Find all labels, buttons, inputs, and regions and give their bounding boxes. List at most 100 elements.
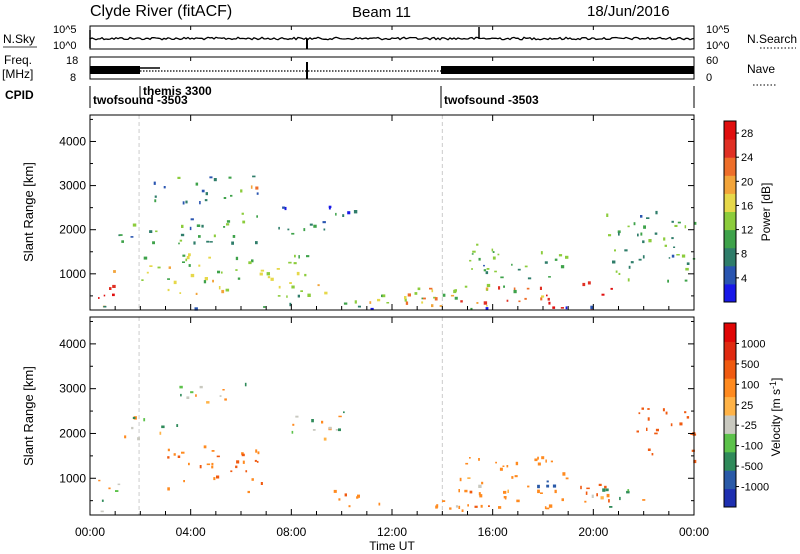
echo-cell [211,450,215,452]
colorbar-tick-label: -500 [741,461,763,473]
echo-cell [681,254,686,258]
echo-cell [321,420,324,424]
echo-cell [235,256,239,261]
colorbar-tick-label: 25 [741,400,753,412]
cpid-segment-2: themis 3300 [143,84,212,98]
echo-cell [554,258,558,261]
echo-cell [342,214,345,217]
echo-cell [255,241,258,245]
colorbar-tick-label: 28 [741,128,753,140]
echo-cell [655,428,659,432]
echo-cell [461,509,464,512]
xtick-label: 12:00 [377,525,407,539]
echo-cell [691,449,695,452]
echo-cell [354,300,357,304]
echo-cell [684,279,688,282]
echo-cell [442,500,446,502]
echo-cell [667,279,669,283]
echo-cell [199,385,203,389]
echo-cell [203,445,207,449]
echo-cell [537,456,539,460]
echo-cell [149,265,153,267]
echo-cell [485,307,489,310]
echo-cell [386,302,390,304]
echo-cell [628,265,631,269]
echo-cell [181,451,185,454]
echo-cell [540,492,543,494]
echo-cell [421,301,424,304]
echo-cell [674,224,678,227]
echo-cell [278,226,280,230]
echo-cell [469,490,473,494]
colorbar-segment [724,415,736,434]
echo-cell [449,507,452,510]
echo-cell [180,233,185,237]
echo-cell [121,240,124,243]
echo-cell [198,264,201,267]
echo-cell [179,292,182,294]
colorbar-segment [724,193,736,212]
echo-cell [260,269,265,272]
echo-cell [417,287,421,291]
echo-cell [256,460,259,463]
echo-cell [565,255,569,259]
echo-cell [558,254,563,257]
echo-cell [206,401,210,404]
echo-cell [250,185,253,189]
echo-cell [317,284,320,287]
colorbar-tick-label: 24 [741,152,753,164]
echo-cell [642,240,645,244]
echo-cell [131,426,134,430]
echo-cell [684,411,687,414]
echo-cell [146,271,149,274]
echo-cell [260,482,263,485]
echo-cell [311,419,314,423]
echo-cell [323,228,326,231]
echo-cell [608,499,610,503]
echo-cell [602,488,606,492]
echo-cell [223,197,227,199]
echo-cell [167,278,170,280]
freq-band [90,66,140,74]
colorbar-segment [724,451,736,471]
xtick-label: 08:00 [276,525,306,539]
echo-cell [183,480,185,483]
echo-cell [98,479,101,482]
echo-cell [179,239,183,242]
echo-cell [295,415,299,418]
echo-cell [664,244,667,247]
echo-cell [544,261,548,264]
echo-cell [101,499,104,502]
echo-cell [188,264,191,267]
echo-cell [679,422,683,426]
echo-cell [167,487,170,491]
echo-cell [637,233,639,237]
echo-cell [154,199,157,203]
echo-cell [598,483,602,486]
echo-cell [414,292,418,295]
echo-cell [212,279,214,283]
echo-cell [546,480,549,483]
colorbar-segment [724,229,736,249]
echo-cell [137,437,140,441]
echo-cell [654,232,658,235]
echo-cell [251,478,254,481]
nave-label: Nave [747,62,775,76]
echo-cell [655,210,658,215]
nave-tick-bottom: 0 [706,72,712,84]
colorbar-frame [723,120,737,303]
xaxis-label: Time UT [369,539,415,553]
echo-cell [108,487,111,490]
echo-cell [626,490,630,494]
echo-cell [486,305,488,307]
echo-cell [377,298,381,302]
echo-cell [421,297,424,300]
echo-cell [195,182,199,186]
echo-cell [590,305,594,310]
echo-cell [270,277,274,281]
velocity-colorbar-label: Velocity [m s-1] [768,378,783,457]
echo-cell [248,261,252,265]
xtick-label: 04:00 [176,525,206,539]
echo-cell [506,299,509,302]
echo-cell [112,293,115,297]
